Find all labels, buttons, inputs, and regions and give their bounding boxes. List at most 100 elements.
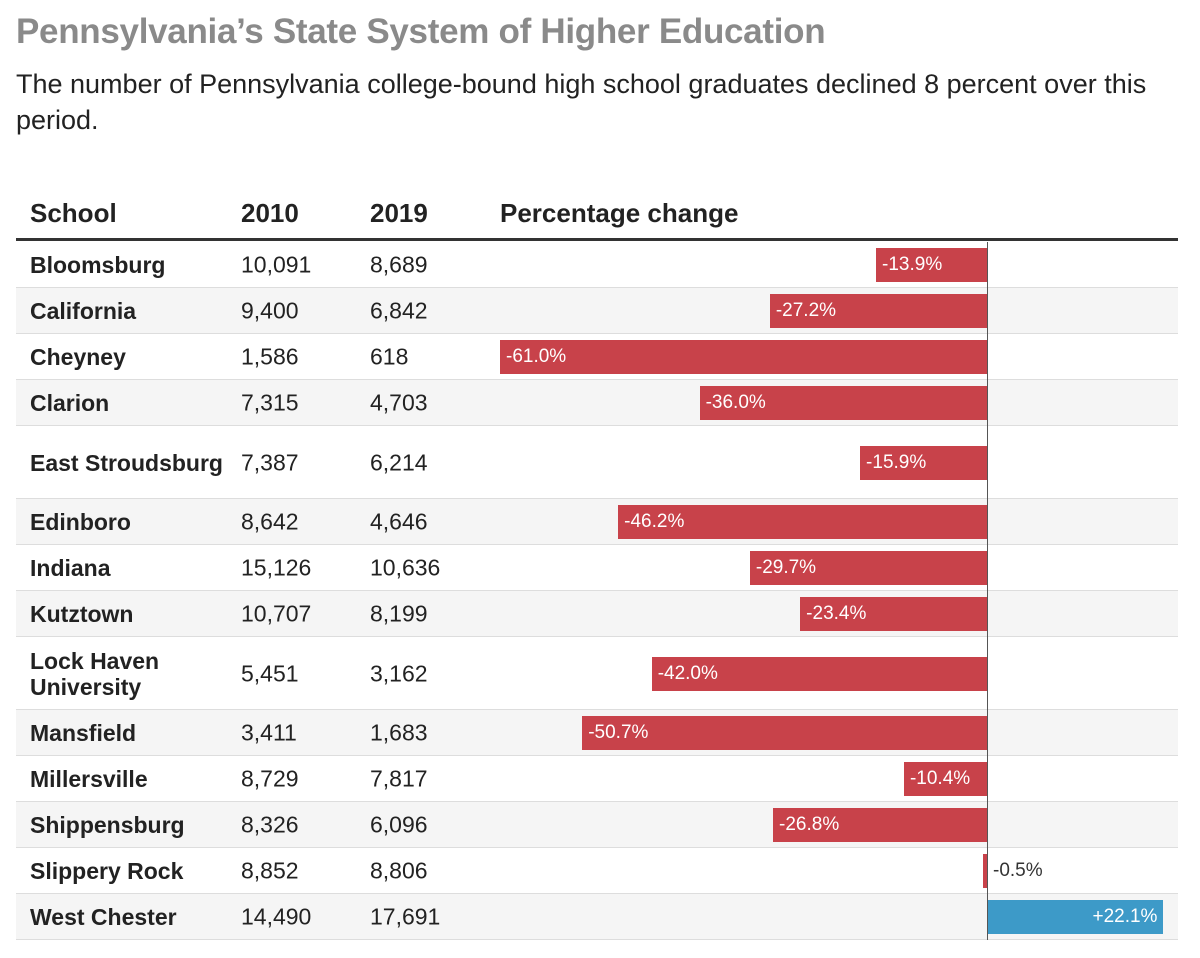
school-name: East Stroudsburg <box>30 449 223 476</box>
value-2010: 7,315 <box>241 389 299 416</box>
row-divider <box>16 425 1178 426</box>
change-label: -27.2% <box>775 300 837 321</box>
column-header-percentage-change: Percentage change <box>500 198 739 228</box>
row-divider <box>16 590 1178 591</box>
header-rule <box>16 238 1178 241</box>
table-row: Lock Haven University 5,451 3,162 -42.0% <box>16 637 1178 710</box>
change-label: -10.4% <box>909 768 971 789</box>
school-name: Bloomsburg <box>30 252 166 278</box>
zero-baseline <box>987 242 988 940</box>
change-label: -26.8% <box>779 814 840 835</box>
value-2010: 3,411 <box>241 719 297 746</box>
school-name: California <box>30 298 137 324</box>
row-divider <box>16 939 1178 940</box>
change-bar <box>699 386 987 420</box>
school-name: Indiana <box>30 555 111 581</box>
school-name: Slippery Rock <box>30 858 184 884</box>
value-2019: 7,817 <box>370 765 428 792</box>
row-divider <box>16 379 1178 380</box>
table-row: Edinboro 8,642 4,646 -46.2% <box>16 499 1178 545</box>
value-2019: 6,096 <box>370 811 428 838</box>
value-2019: 1,683 <box>370 719 428 746</box>
change-label: -36.0% <box>705 392 766 413</box>
row-divider <box>16 544 1178 545</box>
table-row: Slippery Rock 8,852 8,806 -0.5% <box>16 848 1178 894</box>
column-header-school: School <box>30 198 117 228</box>
school-name: Clarion <box>30 390 110 416</box>
value-2019: 4,703 <box>370 389 428 416</box>
change-label: -0.5% <box>993 860 1043 881</box>
value-2010: 9,400 <box>241 297 299 324</box>
value-2019: 17,691 <box>370 903 441 930</box>
row-divider <box>16 287 1178 288</box>
value-2019: 10,636 <box>370 554 441 581</box>
change-bar <box>903 762 987 796</box>
value-2010: 5,451 <box>241 660 299 686</box>
school-name: Millersville <box>30 766 148 792</box>
change-label: -13.9% <box>882 254 943 275</box>
value-2010: 15,126 <box>241 554 312 581</box>
value-2019: 4,646 <box>370 508 428 535</box>
school-name: Cheyney <box>30 344 126 370</box>
value-2010: 7,387 <box>241 449 299 475</box>
table-row: Indiana 15,126 10,636 -29.7% <box>16 545 1178 591</box>
change-bar <box>769 294 987 328</box>
table-row: Bloomsburg 10,091 8,689 -13.9% <box>16 242 1178 288</box>
table-row: Clarion 7,315 4,703 -36.0% <box>16 380 1178 426</box>
value-2010: 8,326 <box>241 811 299 838</box>
value-2019: 6,214 <box>370 449 428 475</box>
value-2010: 1,586 <box>241 343 299 370</box>
chart-title: Pennsylvania’s State System of Higher Ed… <box>16 12 826 51</box>
value-2010: 10,091 <box>241 251 312 278</box>
change-bar <box>860 445 987 480</box>
table-row: Shippensburg 8,326 6,096 -26.8% <box>16 802 1178 848</box>
value-2010: 14,490 <box>241 903 312 930</box>
school-name: Edinboro <box>30 509 131 535</box>
table-row: East Stroudsburg 7,387 6,214 -15.9% <box>16 426 1178 499</box>
change-label: -61.0% <box>506 346 567 367</box>
column-header-2019: 2019 <box>370 198 428 228</box>
table-row: West Chester 14,490 17,691 +22.1% <box>16 894 1178 940</box>
value-2010: 8,642 <box>241 508 299 535</box>
school-name: Shippensburg <box>30 812 185 838</box>
change-label: -29.7% <box>755 557 817 578</box>
value-2019: 8,806 <box>370 857 428 884</box>
row-divider <box>16 498 1178 499</box>
value-2019: 8,199 <box>370 600 428 627</box>
column-header-2010: 2010 <box>241 198 299 228</box>
value-2010: 8,729 <box>241 765 299 792</box>
school-name: Mansfield <box>30 720 137 746</box>
change-bar <box>773 808 987 842</box>
change-label: -46.2% <box>624 511 685 532</box>
change-bar <box>749 551 987 585</box>
change-bar <box>500 340 987 374</box>
row-divider <box>16 847 1178 848</box>
change-label: -23.4% <box>806 603 867 624</box>
row-divider <box>16 801 1178 802</box>
row-divider <box>16 333 1178 334</box>
table-row: Millersville 8,729 7,817 -10.4% <box>16 756 1178 802</box>
school-name: West Chester <box>30 904 177 930</box>
row-divider <box>16 755 1178 756</box>
change-bar <box>800 597 987 631</box>
school-name: Lock Haven University <box>30 647 160 700</box>
change-bar <box>987 900 1164 934</box>
change-label: -42.0% <box>657 662 718 684</box>
data-table: School 2010 2019 Percentage change Bloom… <box>16 0 1178 958</box>
table-row: California 9,400 6,842 -27.2% <box>16 288 1178 334</box>
row-divider <box>16 636 1178 637</box>
value-2019: 8,689 <box>370 251 428 278</box>
change-label: -15.9% <box>866 451 927 473</box>
change-bar <box>582 716 987 750</box>
table-row: Cheyney 1,586 618 -61.0% <box>16 334 1178 380</box>
change-bar <box>876 248 987 282</box>
row-divider <box>16 709 1178 710</box>
change-bar <box>651 656 987 691</box>
change-label: -50.7% <box>588 722 649 743</box>
value-2019: 3,162 <box>370 660 428 686</box>
value-2019: 618 <box>370 343 409 370</box>
table-row: Kutztown 10,707 8,199 -23.4% <box>16 591 1178 637</box>
school-name: Kutztown <box>30 601 134 627</box>
change-bar <box>618 505 987 539</box>
value-2019: 6,842 <box>370 297 428 324</box>
